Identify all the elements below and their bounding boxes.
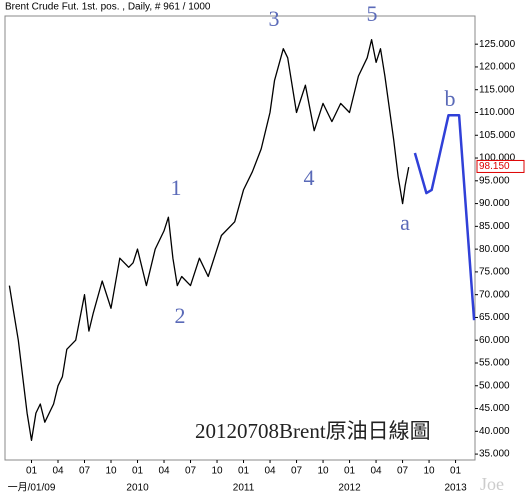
last-price-box (476, 159, 525, 173)
year-label: 2013 (444, 483, 467, 494)
year-label: 2012 (338, 483, 361, 494)
x-tick-label: 01 (238, 466, 250, 477)
x-tick-label: 04 (52, 466, 64, 477)
wave-label: a (400, 210, 410, 235)
wave-label: 4 (304, 165, 315, 190)
x-tick-label: 07 (291, 466, 303, 477)
y-tick-label: 70.000 (479, 289, 510, 300)
chart-title: Brent Crude Fut. 1st. pos. , Daily, # 96… (5, 2, 211, 13)
year-label: 2011 (233, 483, 255, 494)
signature: Joe (480, 474, 504, 494)
y-tick-label: 105.000 (479, 130, 516, 141)
y-tick-label: 45.000 (479, 403, 510, 414)
y-tick-label: 125.000 (479, 39, 516, 50)
y-tick-label: 55.000 (479, 358, 510, 369)
wave-label: 5 (367, 1, 378, 26)
x-tick-label: 10 (211, 466, 223, 477)
x-tick-label: 10 (423, 466, 435, 477)
wave-label: 2 (175, 303, 186, 328)
watermark: 20120708Brent原油日線圖 (195, 419, 431, 443)
x-tick-label: 10 (105, 466, 117, 477)
x-tick-label: 01 (26, 466, 38, 477)
x-tick-label: 07 (185, 466, 197, 477)
y-tick-label: 75.000 (479, 267, 510, 278)
y-tick-label: 40.000 (479, 426, 510, 437)
y-tick-label: 85.000 (479, 221, 510, 232)
x-tick-label: 07 (79, 466, 91, 477)
y-tick-label: 95.000 (479, 175, 510, 186)
y-tick-label: 120.000 (479, 62, 516, 73)
y-tick-label: 60.000 (479, 335, 510, 346)
y-tick-label: 65.000 (479, 312, 510, 323)
x-tick-label: 04 (158, 466, 170, 477)
series-line (8, 38, 410, 442)
y-tick-label: 50.000 (479, 380, 510, 391)
y-tick-label: 115.000 (479, 84, 515, 95)
x-tick-label: 01 (132, 466, 144, 477)
y-tick-label: 100.000 (479, 153, 516, 164)
plot-frame (4, 15, 476, 461)
series-line (413, 113, 476, 321)
x-tick-label: 01 (344, 466, 356, 477)
x-tick-label: 04 (264, 466, 276, 477)
last-price-label: 98.150 (479, 161, 510, 172)
year-label: 2010 (126, 483, 149, 494)
year-label: 一月/01/09 (8, 482, 56, 494)
y-tick-label: 80.000 (479, 244, 510, 255)
wave-label: b (445, 86, 456, 111)
wave-label: 1 (171, 175, 182, 200)
x-tick-label: 07 (397, 466, 409, 477)
y-tick-label: 110.000 (479, 107, 515, 118)
x-tick-label: 01 (450, 466, 462, 477)
x-tick-label: 10 (317, 466, 329, 477)
x-tick-label: 04 (370, 466, 382, 477)
wave-label: 3 (269, 6, 280, 31)
y-tick-label: 35.000 (479, 449, 510, 460)
y-tick-label: 90.000 (479, 198, 510, 209)
